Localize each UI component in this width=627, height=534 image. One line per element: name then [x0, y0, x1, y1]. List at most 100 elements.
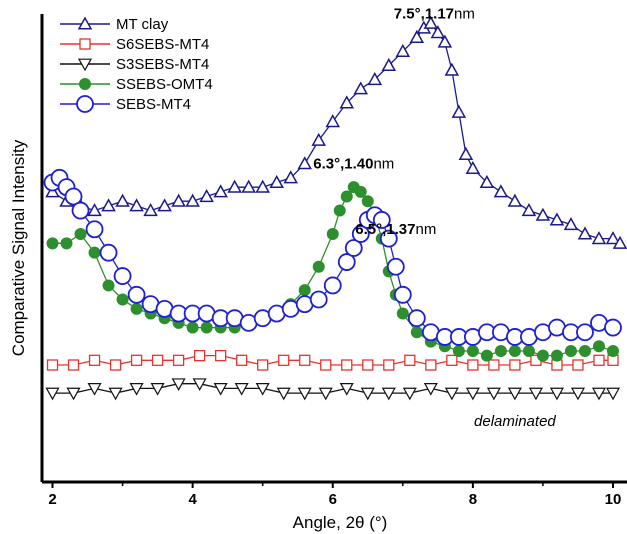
legend-marker — [77, 58, 93, 72]
data-point — [446, 354, 458, 366]
data-point — [46, 359, 59, 371]
legend-label: MT clay — [116, 16, 169, 33]
data-point — [437, 34, 453, 48]
data-point — [486, 387, 501, 401]
data-point — [298, 284, 311, 297]
data-point — [564, 344, 577, 357]
data-point — [283, 170, 298, 184]
data-point — [108, 387, 123, 401]
data-point — [213, 383, 228, 396]
legend-label: SEBS-MT4 — [116, 96, 191, 113]
data-point — [386, 257, 405, 276]
data-point — [383, 359, 395, 371]
data-point — [591, 387, 606, 401]
legend-marker — [79, 38, 91, 50]
data-point — [129, 383, 144, 396]
data-point — [199, 188, 214, 203]
annotation-value: 6.5°,1.37 — [355, 221, 415, 238]
series-s3sebs-mt4 — [45, 378, 621, 401]
data-point — [494, 344, 507, 357]
data-point — [410, 326, 423, 339]
data-point — [278, 354, 290, 366]
data-point — [354, 185, 367, 198]
data-point — [64, 187, 83, 206]
data-point — [113, 267, 132, 285]
data-point — [309, 290, 328, 309]
data-point — [60, 237, 73, 250]
data-point — [101, 198, 116, 212]
data-point — [452, 344, 465, 357]
data-point — [234, 383, 249, 396]
data-point — [200, 321, 213, 334]
data-point — [606, 344, 619, 357]
annotation-unit: nm — [415, 221, 436, 238]
legend-item: SSEBS-OMT4 — [60, 76, 213, 93]
data-point — [572, 359, 584, 371]
data-point — [340, 190, 353, 203]
data-point — [430, 25, 446, 39]
data-point — [396, 307, 409, 320]
data-point — [299, 354, 311, 366]
data-point — [549, 212, 565, 226]
data-point — [423, 383, 438, 396]
data-point — [171, 193, 186, 207]
data-point — [372, 211, 391, 229]
data-point — [339, 383, 354, 396]
data-point — [550, 349, 563, 362]
data-point — [507, 387, 522, 401]
x-tick-label: 10 — [605, 491, 622, 508]
axes — [40, 14, 627, 484]
x-tick-label: 8 — [469, 491, 477, 508]
legend-label: S6SEBS-MT4 — [116, 36, 209, 53]
series-line — [52, 383, 613, 394]
legend-item: SEBS-MT4 — [60, 95, 191, 113]
series-line — [52, 22, 621, 244]
data-point — [74, 227, 87, 240]
data-point — [341, 359, 353, 371]
data-point — [85, 220, 104, 239]
data-point — [66, 387, 81, 401]
data-point — [193, 349, 206, 362]
data-point — [255, 383, 270, 396]
data-point — [536, 349, 549, 362]
data-point — [171, 378, 186, 391]
data-point — [444, 62, 460, 76]
data-point — [353, 81, 369, 95]
legend-item: S3SEBS-MT4 — [60, 56, 209, 73]
data-point — [425, 359, 437, 371]
data-point — [423, 15, 439, 29]
data-point — [444, 387, 459, 401]
annotation-value: 6.3°,1.40 — [313, 155, 373, 172]
data-point — [236, 354, 248, 366]
annotation: 6.5°,1.37nm — [355, 221, 436, 238]
data-point — [570, 387, 585, 401]
data-point — [466, 344, 479, 357]
data-point — [276, 387, 291, 401]
data-point — [150, 383, 165, 396]
data-point — [507, 193, 523, 207]
data-point — [312, 260, 325, 273]
data-point — [215, 349, 227, 362]
data-point — [46, 237, 59, 250]
data-point — [109, 359, 122, 371]
data-point — [402, 387, 417, 401]
legend-item: MT clay — [60, 16, 169, 33]
data-point — [116, 293, 129, 306]
annotation-value: 7.5°,1.17 — [394, 6, 454, 23]
data-point — [407, 309, 426, 328]
data-point — [241, 179, 256, 193]
x-tick-label: 6 — [329, 491, 337, 508]
data-point — [592, 340, 605, 353]
data-point — [563, 217, 579, 231]
data-point — [127, 285, 146, 304]
data-point — [605, 231, 621, 245]
data-point — [87, 203, 102, 217]
data-point — [67, 359, 80, 371]
data-point — [362, 359, 374, 371]
data-point — [88, 354, 101, 366]
annotation-unit: nm — [373, 155, 394, 172]
legend-item: S6SEBS-MT4 — [60, 36, 209, 53]
data-point — [379, 229, 398, 248]
data-point — [479, 174, 495, 189]
data-point — [549, 387, 564, 401]
